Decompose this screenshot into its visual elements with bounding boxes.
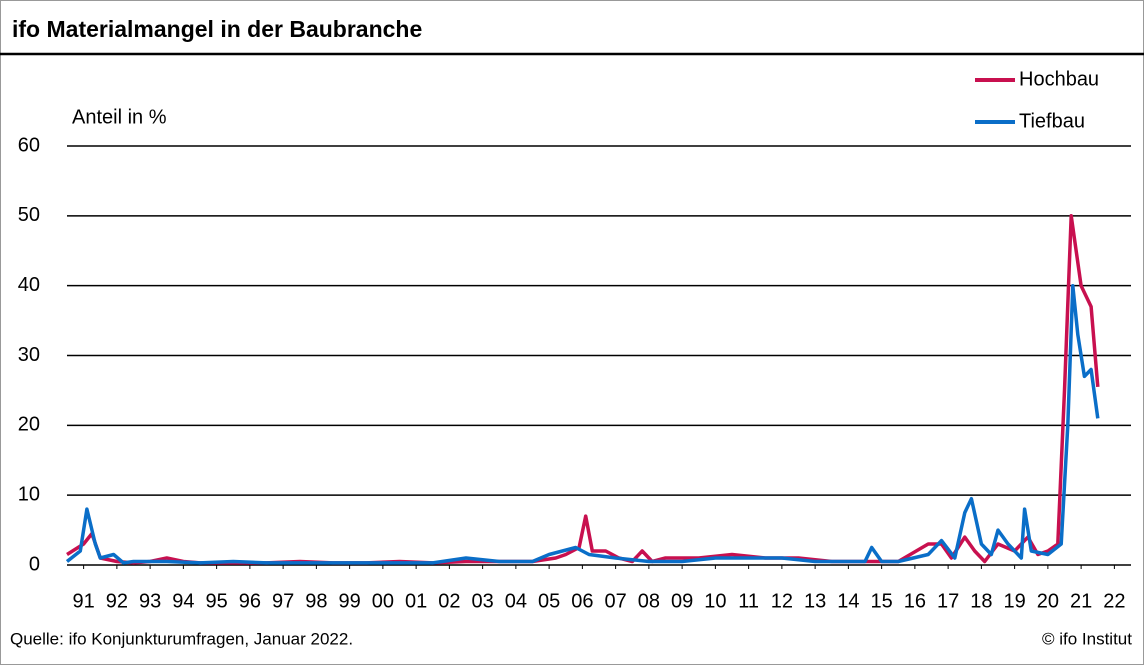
x-tick-label: 00 (372, 590, 394, 612)
chart-title: ifo Materialmangel in der Baubranche (12, 16, 422, 42)
legend-label: Tiefbau (1019, 110, 1085, 132)
x-tick-label: 22 (1103, 590, 1125, 612)
y-tick-label: 10 (18, 483, 40, 505)
x-tick-label: 13 (804, 590, 826, 612)
x-tick-label: 08 (638, 590, 660, 612)
x-tick-label: 98 (305, 590, 327, 612)
data-line (65, 283, 1100, 565)
x-tick-label: 06 (571, 590, 593, 612)
y-tick-label: 0 (29, 553, 40, 575)
x-tick-label: 99 (339, 590, 361, 612)
copyright: © ifo Institut (1042, 629, 1132, 648)
x-tick-label: 20 (1037, 590, 1059, 612)
x-tick-label: 15 (871, 590, 893, 612)
y-tick-label: 40 (18, 274, 40, 296)
y-tick-label: 20 (18, 414, 40, 436)
x-tick-label: 95 (206, 590, 228, 612)
x-tick-label: 19 (1004, 590, 1026, 612)
x-tick-label: 11 (738, 590, 759, 612)
x-tick-label: 94 (172, 590, 194, 612)
legend-label: Hochbau (1019, 68, 1099, 90)
x-tick-label: 04 (505, 590, 527, 612)
source-note: Quelle: ifo Konjunkturumfragen, Januar 2… (10, 629, 353, 648)
x-tick-label: 14 (837, 590, 859, 612)
x-tick-label: 10 (704, 590, 726, 612)
x-tick-label: 91 (73, 590, 95, 612)
x-tick-label: 97 (272, 590, 294, 612)
x-tick-label: 92 (106, 590, 128, 612)
x-tick-label: 18 (970, 590, 992, 612)
x-tick-label: 21 (1070, 590, 1092, 612)
x-tick-label: 01 (405, 590, 427, 612)
x-tick-label: 12 (771, 590, 793, 612)
x-tick-label: 02 (438, 590, 460, 612)
y-axis-label: Anteil in % (72, 106, 167, 128)
x-tick-label: 96 (239, 590, 261, 612)
y-tick-label: 60 (18, 134, 40, 156)
x-tick-label: 17 (937, 590, 959, 612)
x-tick-label: 16 (904, 590, 926, 612)
x-tick-label: 93 (139, 590, 161, 612)
x-tick-label: 09 (671, 590, 693, 612)
y-tick-label: 50 (18, 204, 40, 226)
y-tick-label: 30 (18, 344, 40, 366)
x-tick-label: 05 (538, 590, 560, 612)
x-tick-label: 07 (605, 590, 627, 612)
x-tick-label: 03 (472, 590, 494, 612)
